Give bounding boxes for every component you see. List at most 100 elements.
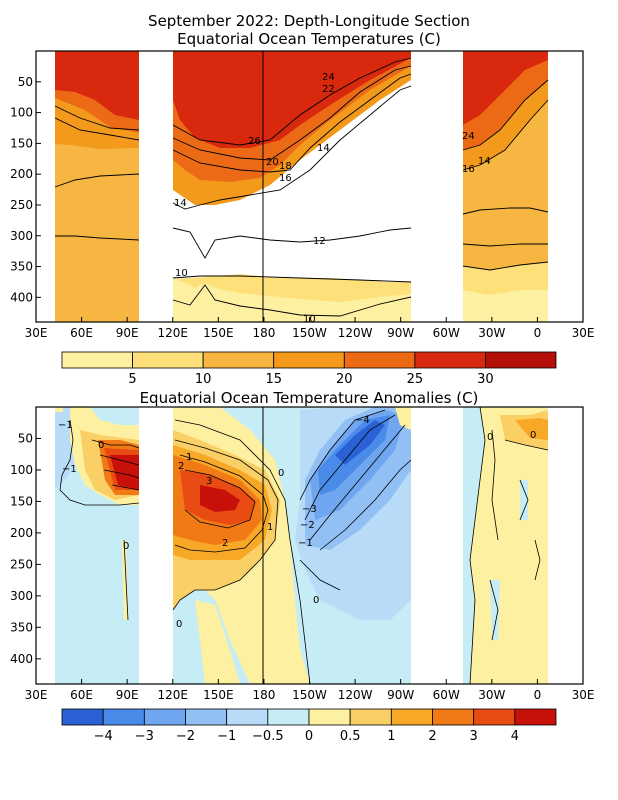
colorbar-swatch: [132, 351, 204, 369]
colorbar-swatch: [143, 708, 186, 726]
colorbar-label: 0: [305, 729, 313, 744]
colorbar-label: 30: [477, 372, 494, 387]
anomaly-segment-atlantic: [463, 407, 549, 684]
x-tick-label: 30W: [478, 688, 505, 702]
contour-label: 18: [279, 161, 292, 172]
colorbar-label: −4: [94, 729, 113, 744]
anomaly-colorbar: −4 −3 −2 −1 −0.5 0 0.5 1 2 3 4: [61, 708, 557, 744]
x-tick-label: 120E: [158, 688, 189, 702]
y-tick-label: 250: [10, 557, 33, 571]
y-tick-label: 200: [10, 167, 33, 181]
colorbar-label: 4: [511, 729, 519, 744]
contour-label: 3: [206, 476, 212, 487]
colorbar-label: 10: [195, 372, 212, 387]
y-tick-label: 100: [10, 463, 33, 477]
x-tick-label: 120W: [338, 326, 373, 340]
contour-label: 26: [248, 136, 261, 147]
y-tick-label: 100: [10, 106, 33, 120]
x-tick-label: 90W: [387, 326, 414, 340]
colorbar-swatch: [226, 708, 269, 726]
y-tick-label: 200: [10, 526, 33, 540]
x-tick-label: 120W: [338, 688, 373, 702]
contour-label: 0: [123, 541, 129, 552]
contour-label: 0: [313, 595, 319, 606]
contour-label: 1: [267, 522, 273, 533]
colorbar-label: −2: [176, 729, 195, 744]
anomaly-segment-pacific: [172, 407, 412, 684]
y-tick-label: 350: [10, 620, 33, 634]
colorbar-label: 5: [128, 372, 136, 387]
anomaly-segment-indian: [55, 407, 140, 684]
temperature-axes: 30E 60E 90E 120E 150E 180 150W 120W 90W 60W 30W 0 30…: [10, 75, 594, 340]
colorbar-swatch: [349, 708, 392, 726]
colorbar-label: 0.5: [340, 729, 361, 744]
contour-label: 0: [98, 440, 104, 451]
x-tick-label: 150W: [292, 326, 327, 340]
contour-label: 22: [322, 84, 335, 95]
x-tick-label: 30E: [572, 688, 595, 702]
colorbar-swatch: [473, 708, 516, 726]
temperature-panel-title: Equatorial Ocean Temperatures (C): [177, 30, 441, 48]
y-tick-label: 350: [10, 260, 33, 274]
contour-label: 24: [462, 131, 475, 142]
temperature-segment-east: [462, 51, 549, 322]
anomaly-contour-labels: −1 0 −1 2 1 3 2 1 0 −4 −3 −2 −1 0 0 0 0 …: [58, 415, 536, 630]
x-tick-label: 60E: [70, 688, 93, 702]
colorbar-label: −0.5: [252, 729, 284, 744]
x-tick-label: 180: [252, 326, 275, 340]
x-tick-label: 150E: [203, 326, 234, 340]
x-tick-label: 150E: [203, 688, 234, 702]
x-tick-label: 0: [534, 688, 542, 702]
temperature-colorbar: 5 10 15 20 25 30: [61, 351, 557, 387]
colorbar-swatch: [343, 351, 416, 369]
contour-label: −2: [300, 520, 315, 531]
contour-label: 0: [278, 468, 284, 479]
colorbar-swatch: [61, 351, 133, 369]
y-tick-label: 300: [10, 589, 33, 603]
colorbar-label: 1: [387, 729, 395, 744]
y-tick-label: 300: [10, 229, 33, 243]
main-title: September 2022: Depth-Longitude Section: [148, 12, 470, 30]
y-tick-label: 50: [18, 431, 33, 445]
temperature-segment-west: [54, 51, 412, 322]
contour-label: −1: [58, 420, 73, 431]
contour-label: 16: [462, 164, 475, 175]
colorbar-label: 20: [336, 372, 353, 387]
x-tick-label: 180: [252, 688, 275, 702]
contour-label: 16: [279, 173, 292, 184]
contour-label: 14: [478, 156, 491, 167]
contour-label: 20: [266, 157, 279, 168]
x-tick-label: 0: [534, 326, 542, 340]
contour-label: 12: [313, 236, 326, 247]
x-tick-label: 30W: [478, 326, 505, 340]
y-tick-label: 150: [10, 136, 33, 150]
contour-label: 0: [487, 432, 493, 443]
y-tick-label: 250: [10, 198, 33, 212]
colorbar-label: −1: [217, 729, 236, 744]
colorbar-swatch: [414, 351, 486, 369]
colorbar-swatch: [485, 351, 557, 369]
colorbar-swatch: [102, 708, 145, 726]
x-tick-label: 90E: [116, 688, 139, 702]
contour-label: 1: [186, 452, 192, 463]
colorbar-label: 2: [428, 729, 436, 744]
colorbar-swatch: [273, 351, 345, 369]
colorbar-swatch: [185, 708, 228, 726]
x-tick-label: 120E: [158, 326, 189, 340]
y-tick-label: 400: [10, 652, 33, 666]
colorbar-swatch: [308, 708, 351, 726]
colorbar-label: 25: [407, 372, 424, 387]
temperature-panel: 24 22 26 20 18 16 14 14 12 10 10 24 16 1…: [36, 51, 583, 322]
x-tick-label: 90W: [387, 688, 414, 702]
colorbar-swatch: [390, 708, 433, 726]
contour-label: 0: [176, 619, 182, 630]
temperature-contour-labels: 24 22 26 20 18 16 14 14 12 10 10 24 16 1…: [174, 72, 491, 322]
x-tick-label: 30E: [25, 326, 48, 340]
y-tick-label: 50: [18, 75, 33, 89]
contour-label: −1: [298, 538, 313, 549]
contour-label: 2: [178, 461, 184, 472]
x-tick-label: 60W: [433, 326, 460, 340]
colorbar-label: −3: [135, 729, 154, 744]
x-tick-label: 60E: [70, 326, 93, 340]
